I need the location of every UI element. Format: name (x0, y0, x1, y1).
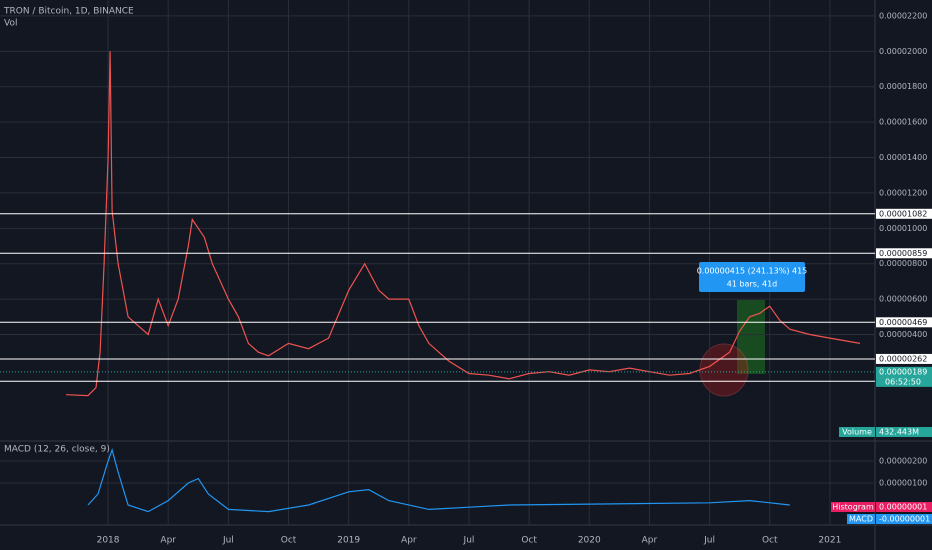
macd-title: MACD (12, 26, close, 9) (4, 445, 110, 455)
macd-value: -0.00000001 (879, 515, 930, 524)
x-tick-label: Apr (401, 536, 417, 546)
x-tick-label: Apr (160, 536, 176, 546)
x-tick-label: 2019 (337, 536, 360, 546)
last-price-label: 0.00000189 (879, 367, 927, 376)
macd-value-box (876, 514, 932, 524)
countdown: 06:52:50 (885, 377, 921, 386)
volume-title: Vol (4, 19, 17, 29)
x-tick-label: Oct (281, 536, 297, 546)
histogram-value: 0.00000001 (879, 503, 927, 512)
level-label-box (876, 208, 932, 219)
level-label-box (876, 353, 932, 364)
level-label: 0.00000469 (879, 318, 927, 327)
y-tick-label: 0.00001000 (879, 224, 927, 233)
last-price-box (876, 366, 932, 387)
volume-name: Volume (842, 428, 872, 437)
histogram-name-box (831, 502, 875, 512)
histogram-value-box (876, 502, 932, 512)
x-tick-label: Oct (762, 536, 778, 546)
volume-name-box (839, 427, 875, 437)
x-tick-label: 2020 (578, 536, 601, 546)
y-tick-label: 0.00000800 (879, 259, 927, 268)
x-tick-label: Jul (703, 536, 715, 546)
histogram-name: Histogram (832, 503, 874, 512)
y-tick-label: 0.00001600 (879, 118, 927, 127)
measure-tooltip (699, 262, 805, 292)
x-tick-label: Jul (463, 536, 475, 546)
macd-name-box (847, 514, 875, 524)
y-tick-label: 0.00001200 (879, 188, 927, 197)
volume-value-box (876, 427, 932, 437)
x-tick-label: Jul (222, 536, 234, 546)
macd-name: MACD (849, 515, 873, 524)
symbol-title: TRON / Bitcoin, 1D, BINANCE (3, 7, 134, 17)
level-label-box (876, 317, 932, 328)
y-tick-label: 0.00002200 (879, 11, 927, 20)
y-tick-label: 0.00000600 (879, 295, 927, 304)
y-tick-label: 0.00001800 (879, 82, 927, 91)
measure-text: 0.00000415 (241.13%) 415 (697, 267, 808, 276)
level-label: 0.00000859 (879, 249, 927, 258)
x-tick-label: 2021 (818, 536, 841, 546)
macd-line (87, 448, 790, 513)
level-label-box (876, 248, 932, 259)
x-tick-label: Oct (521, 536, 537, 546)
volume-value: 432.443M (879, 428, 919, 437)
x-tick-label: Apr (642, 536, 658, 546)
y-tick-label: 0.00001400 (879, 153, 927, 162)
measure-text: 41 bars, 41d (727, 280, 778, 289)
y-tick-label: 0.00002000 (879, 47, 927, 56)
y-tick-label: 0.00000100 (879, 479, 927, 488)
level-label: 0.00000262 (879, 354, 927, 363)
x-tick-label: 2018 (97, 536, 120, 546)
y-tick-label: 0.00000200 (879, 457, 927, 466)
y-tick-label: 0.00000400 (879, 330, 927, 339)
level-label: 0.00001082 (879, 209, 927, 218)
highlight-circle (699, 343, 749, 397)
